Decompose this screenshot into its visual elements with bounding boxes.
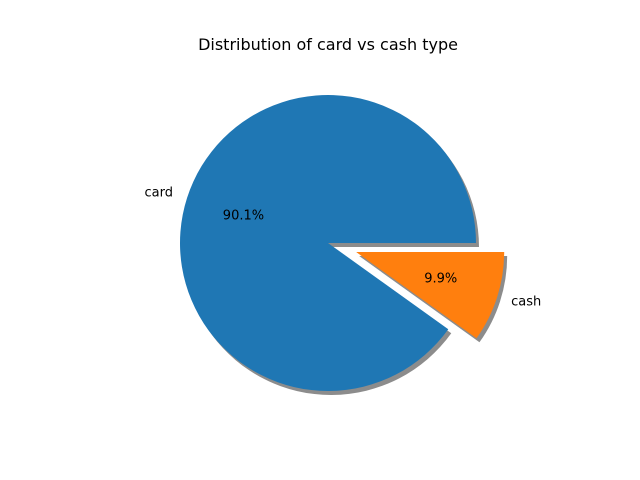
pie-labels: card 90.1% cash 9.9% [145,186,542,310]
pie-slice-cash [356,252,505,339]
slice-label-cash: cash [511,294,541,309]
slice-label-card: card [145,186,173,201]
percent-label-card: 90.1% [223,208,264,223]
pie-slice-card [180,95,476,392]
percent-label-cash: 9.9% [424,272,457,287]
chart-title: Distribution of card vs cash type [198,35,458,54]
pie-slices [180,95,505,392]
